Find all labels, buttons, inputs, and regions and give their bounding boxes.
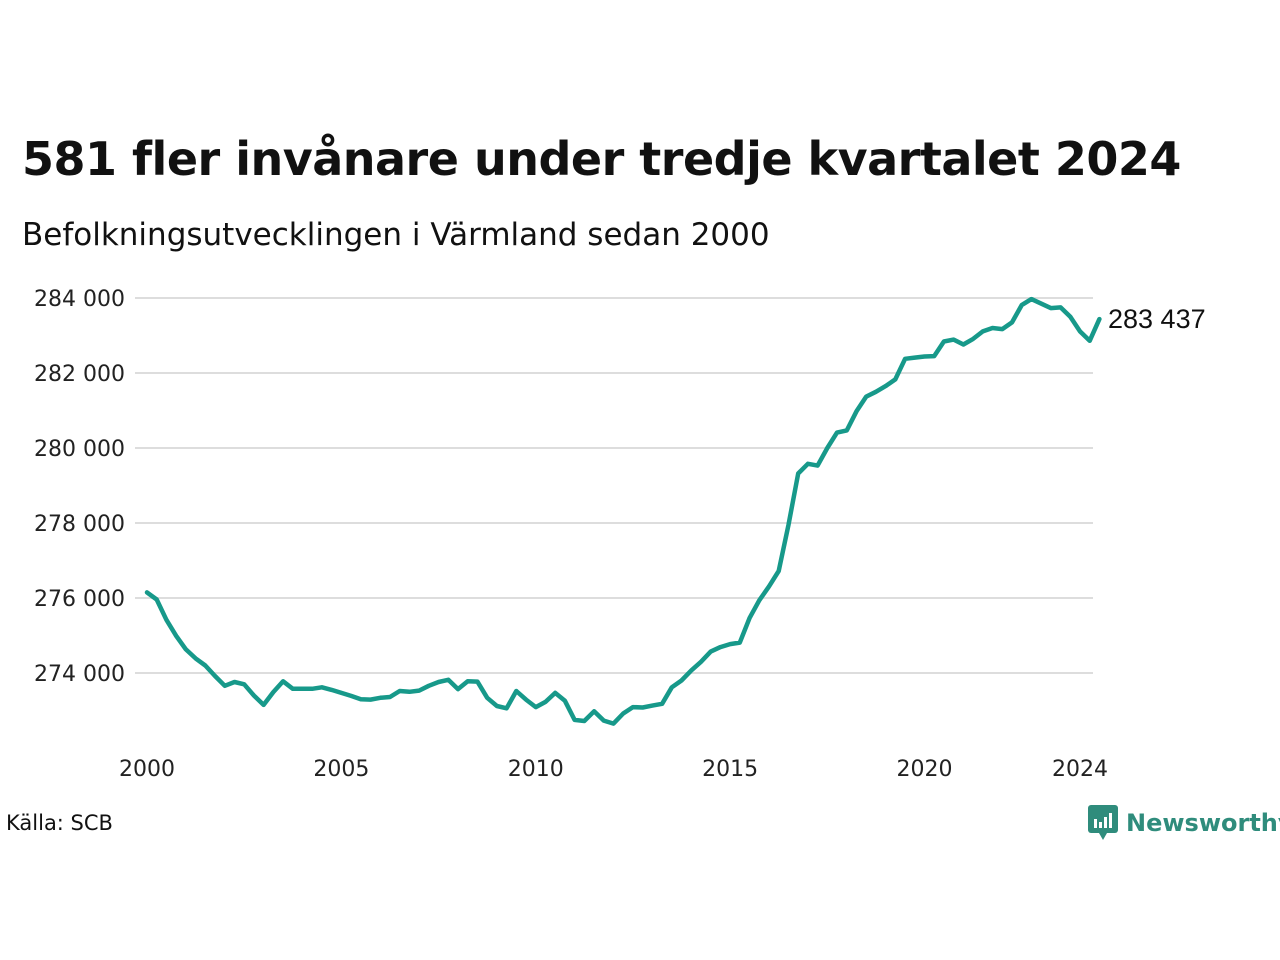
x-tick-label: 2020 <box>897 757 953 782</box>
y-tick-label: 284 000 <box>34 287 125 312</box>
line-chart: 274 000 276 000 278 000 280 000 282 000 284 0… <box>34 287 1206 782</box>
y-tick-label: 274 000 <box>34 662 125 687</box>
chart-title: 581 fler invånare under tredje kvartalet… <box>22 132 1181 186</box>
source-note: Källa: SCB <box>6 811 113 835</box>
x-axis: 2000 2005 2010 2015 2020 2024 <box>119 757 1108 782</box>
x-tick-label: 2010 <box>508 757 564 782</box>
chart-subtitle: Befolkningsutvecklingen i Värmland sedan… <box>22 217 770 253</box>
y-tick-label: 276 000 <box>34 587 125 612</box>
y-tick-label: 280 000 <box>34 437 125 462</box>
newsworthy-logo-icon <box>1088 805 1118 840</box>
x-tick-label: 2000 <box>119 757 175 782</box>
brand-logo[interactable]: Newsworthy <box>1088 805 1280 841</box>
population-line <box>144 296 1102 726</box>
x-tick-label: 2024 <box>1052 757 1108 782</box>
gridlines <box>135 297 1093 674</box>
end-value-label: 283 437 <box>1108 304 1206 334</box>
y-tick-label: 282 000 <box>34 362 125 387</box>
x-tick-label: 2005 <box>313 757 369 782</box>
brand-name: Newsworthy <box>1126 809 1280 837</box>
y-tick-label: 278 000 <box>34 512 125 537</box>
series-group <box>144 296 1102 726</box>
x-tick-label: 2015 <box>702 757 758 782</box>
y-axis: 274 000 276 000 278 000 280 000 282 000 284 0… <box>34 287 125 687</box>
